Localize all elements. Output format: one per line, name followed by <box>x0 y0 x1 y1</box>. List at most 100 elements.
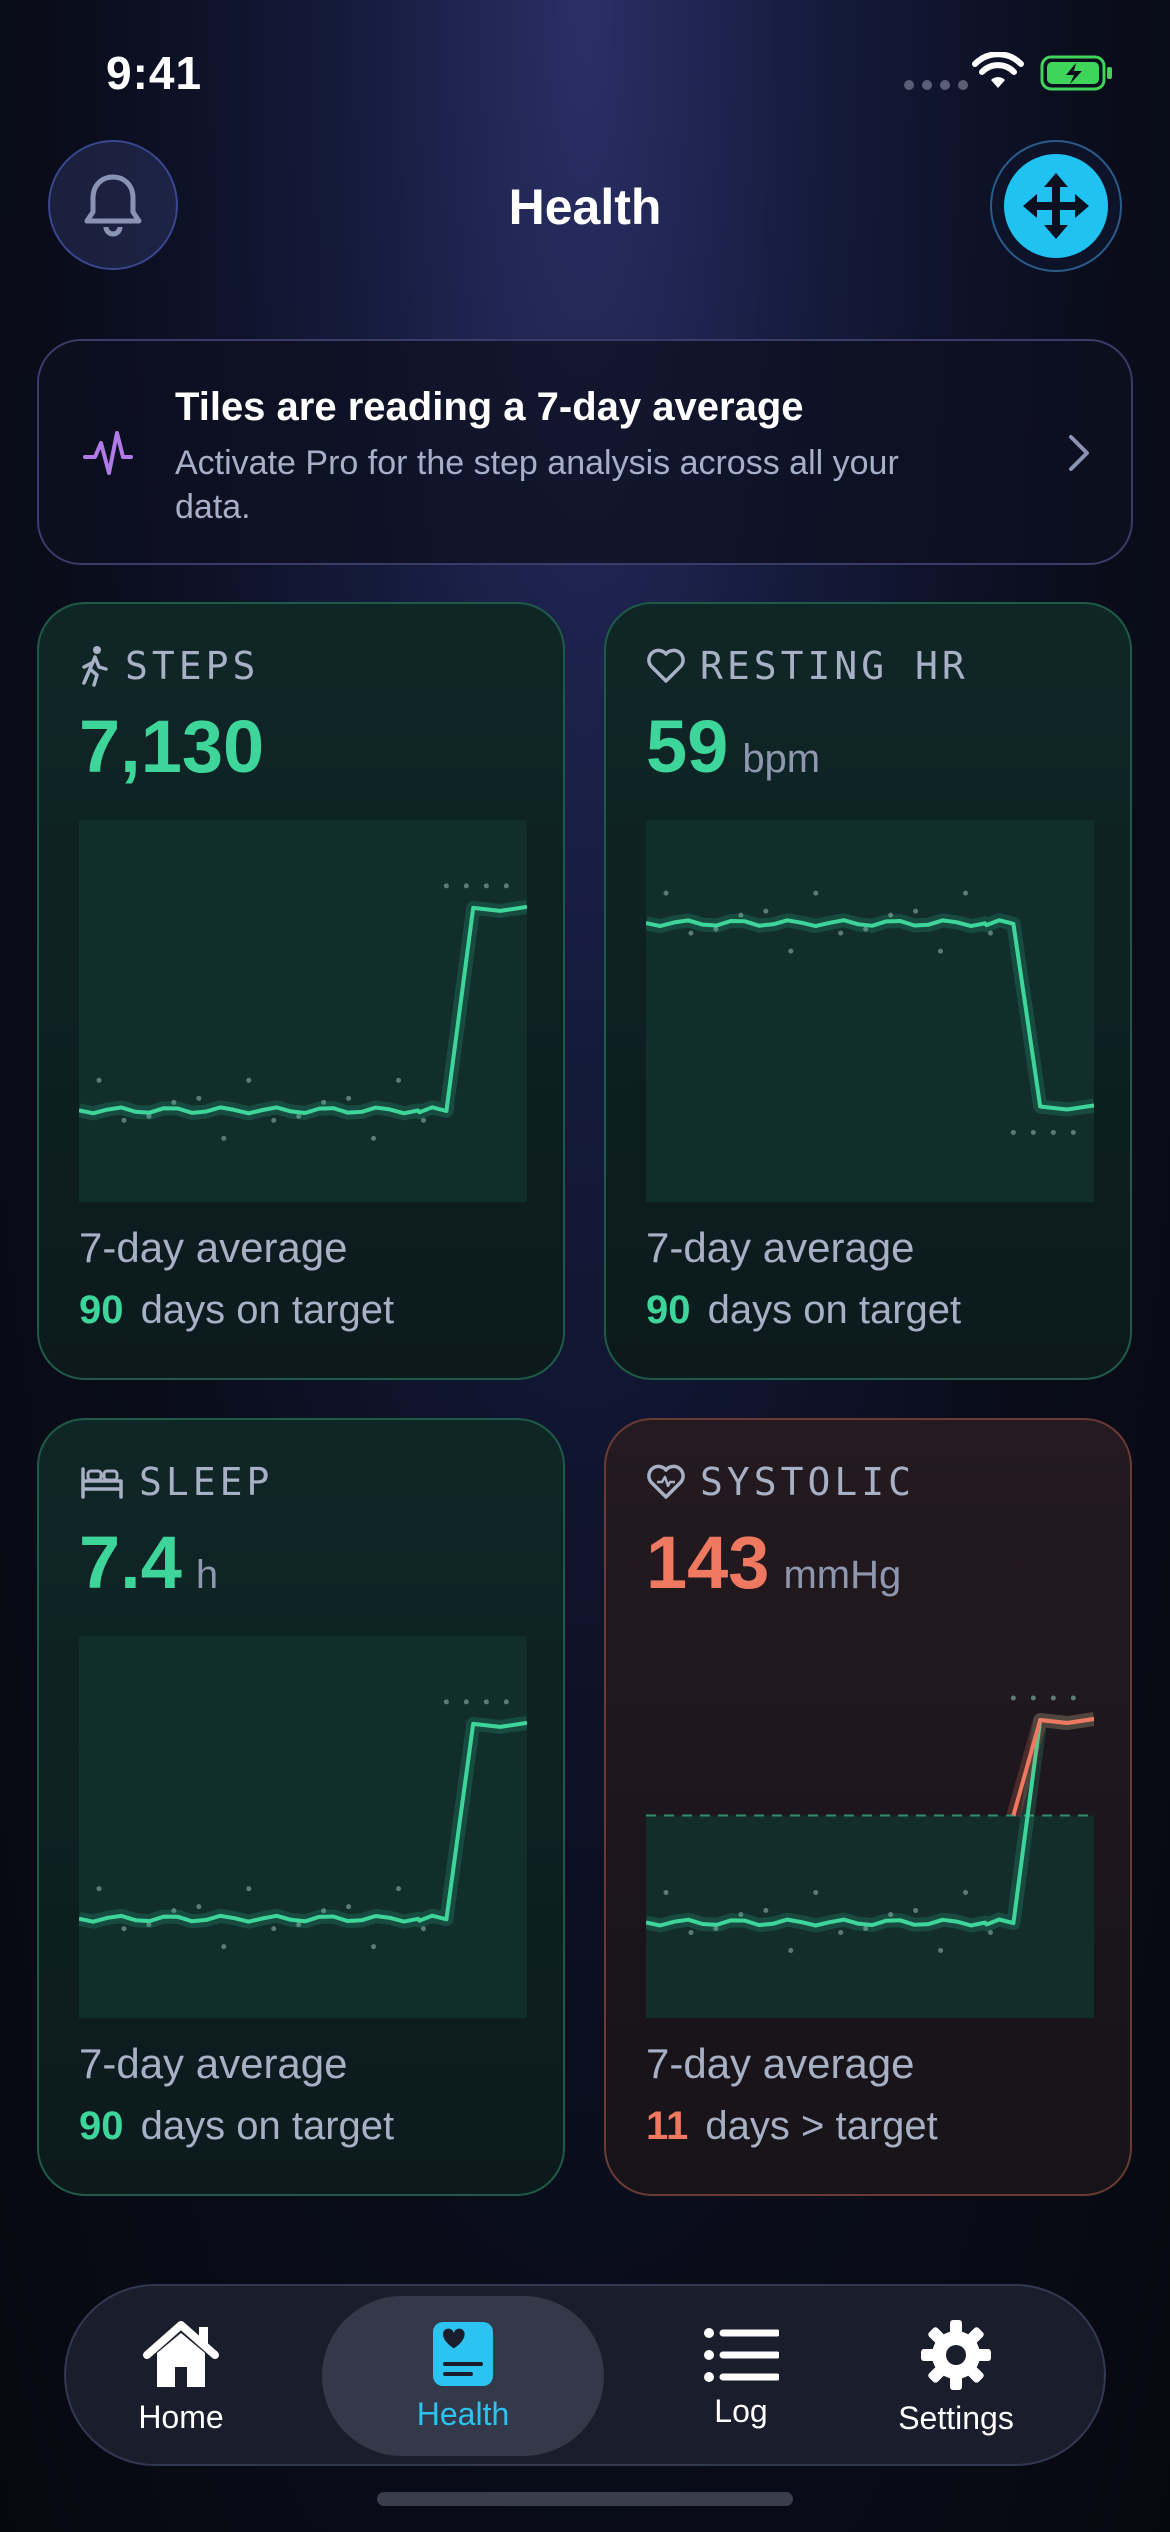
data-point <box>1010 1130 1016 1135</box>
data-point <box>221 1135 227 1141</box>
banner-title: Tiles are reading a 7-day average <box>175 385 804 429</box>
data-point <box>1050 1130 1056 1135</box>
data-point <box>463 1699 469 1705</box>
tile-value: 59 <box>646 705 729 788</box>
tile-count-text: days on target <box>707 1288 962 1332</box>
data-point <box>463 883 469 889</box>
tile-caption: 7-day average <box>646 1224 915 1271</box>
data-point <box>371 1944 377 1950</box>
tile-sleep[interactable]: SLEEP 7.4 h 7-day average 90 days on tar… <box>37 1418 565 2196</box>
bed-icon <box>81 1467 123 1499</box>
tile-resting-hr[interactable]: RESTING HR 59 bpm 7-day average 90 days … <box>604 602 1132 1380</box>
data-point <box>1010 1695 1016 1701</box>
data-point <box>663 1890 669 1895</box>
data-point <box>763 908 769 914</box>
data-point <box>863 926 869 932</box>
data-point <box>688 1930 694 1935</box>
chevron-right-icon <box>1069 435 1089 471</box>
status-bar: 9:41 <box>0 0 1170 150</box>
trend-line-alert <box>1011 1717 1094 1817</box>
tile-count: 90 <box>646 1288 691 1332</box>
data-point <box>813 1890 819 1895</box>
data-point <box>396 1077 402 1083</box>
data-point <box>96 1077 102 1083</box>
tile-unit: bpm <box>742 737 821 781</box>
data-point <box>913 1908 919 1913</box>
data-point <box>813 890 819 896</box>
pro-upsell-banner[interactable]: Tiles are reading a 7-day average Activa… <box>37 339 1133 565</box>
move-tiles-button[interactable] <box>990 140 1122 272</box>
data-point <box>788 1948 794 1953</box>
data-point <box>503 883 509 889</box>
notifications-button[interactable] <box>48 140 178 270</box>
data-point <box>788 948 794 954</box>
data-point <box>987 930 993 936</box>
data-point <box>271 1117 277 1123</box>
list-icon <box>704 2327 779 2382</box>
page-title: Health <box>508 179 662 235</box>
tile-caption: 7-day average <box>646 2040 915 2087</box>
chart-background <box>79 1636 527 2018</box>
status-time: 9:41 <box>106 47 203 99</box>
data-point <box>420 1117 426 1123</box>
data-point <box>346 1904 352 1910</box>
tab-label: Settings <box>898 2399 1014 2436</box>
trend-line <box>646 1717 1094 1928</box>
tile-count: 90 <box>79 1288 124 1332</box>
tile-unit: h <box>195 1553 219 1597</box>
heart-pulse-icon <box>647 1464 685 1499</box>
data-point <box>221 1944 227 1950</box>
data-point <box>171 1908 177 1914</box>
data-point <box>1070 1695 1076 1701</box>
pulse-icon <box>83 431 133 475</box>
tab-settings[interactable]: Settings <box>866 2286 1046 2468</box>
tile-status: 90 days on target <box>79 1288 394 1333</box>
data-point <box>483 883 489 889</box>
data-point <box>938 948 944 954</box>
data-point <box>196 1095 202 1101</box>
data-point <box>1070 1130 1076 1135</box>
data-point <box>296 1113 302 1119</box>
data-point <box>146 1113 152 1119</box>
tab-label: Log <box>714 2392 768 2429</box>
data-point <box>396 1886 402 1892</box>
tile-caption: 7-day average <box>79 2040 348 2087</box>
tile-steps[interactable]: STEPS 7,130 7-day average 90 days on tar… <box>37 602 565 1380</box>
wifi-icon <box>972 52 1024 88</box>
cellular-signal-icon <box>904 80 968 90</box>
data-point <box>346 1095 352 1101</box>
tab-log[interactable]: Log <box>666 2286 816 2468</box>
tile-label: SLEEP <box>139 1460 274 1504</box>
battery-icon <box>1040 55 1112 91</box>
gear-icon <box>921 2319 991 2390</box>
data-point <box>963 890 969 896</box>
tab-home[interactable]: Home <box>106 2286 256 2468</box>
data-point <box>763 1908 769 1913</box>
walking-icon <box>82 646 108 687</box>
data-point <box>271 1926 277 1932</box>
trend-line <box>646 918 1094 1112</box>
chart-background <box>79 820 527 1202</box>
tile-systolic[interactable]: SYSTOLIC 143 mmHg 7-day average 11 days … <box>604 1418 1132 2196</box>
data-point <box>863 1926 869 1931</box>
data-point <box>838 930 844 936</box>
data-point <box>688 930 694 936</box>
data-point <box>1050 1695 1056 1701</box>
data-point <box>888 912 894 918</box>
data-point <box>713 1926 719 1931</box>
tab-health[interactable]: Health <box>322 2296 604 2456</box>
data-point <box>121 1117 127 1123</box>
trend-chart <box>646 820 1094 1202</box>
data-point <box>888 1912 894 1917</box>
data-point <box>146 1922 152 1928</box>
data-point <box>296 1922 302 1928</box>
data-point <box>443 1699 449 1705</box>
tile-label: SYSTOLIC <box>700 1460 916 1504</box>
home-icon <box>143 2320 219 2387</box>
data-point <box>963 1890 969 1895</box>
data-point <box>838 1930 844 1935</box>
data-point <box>938 1948 944 1953</box>
data-point <box>321 1908 327 1914</box>
data-point <box>121 1926 127 1932</box>
data-point <box>663 890 669 896</box>
